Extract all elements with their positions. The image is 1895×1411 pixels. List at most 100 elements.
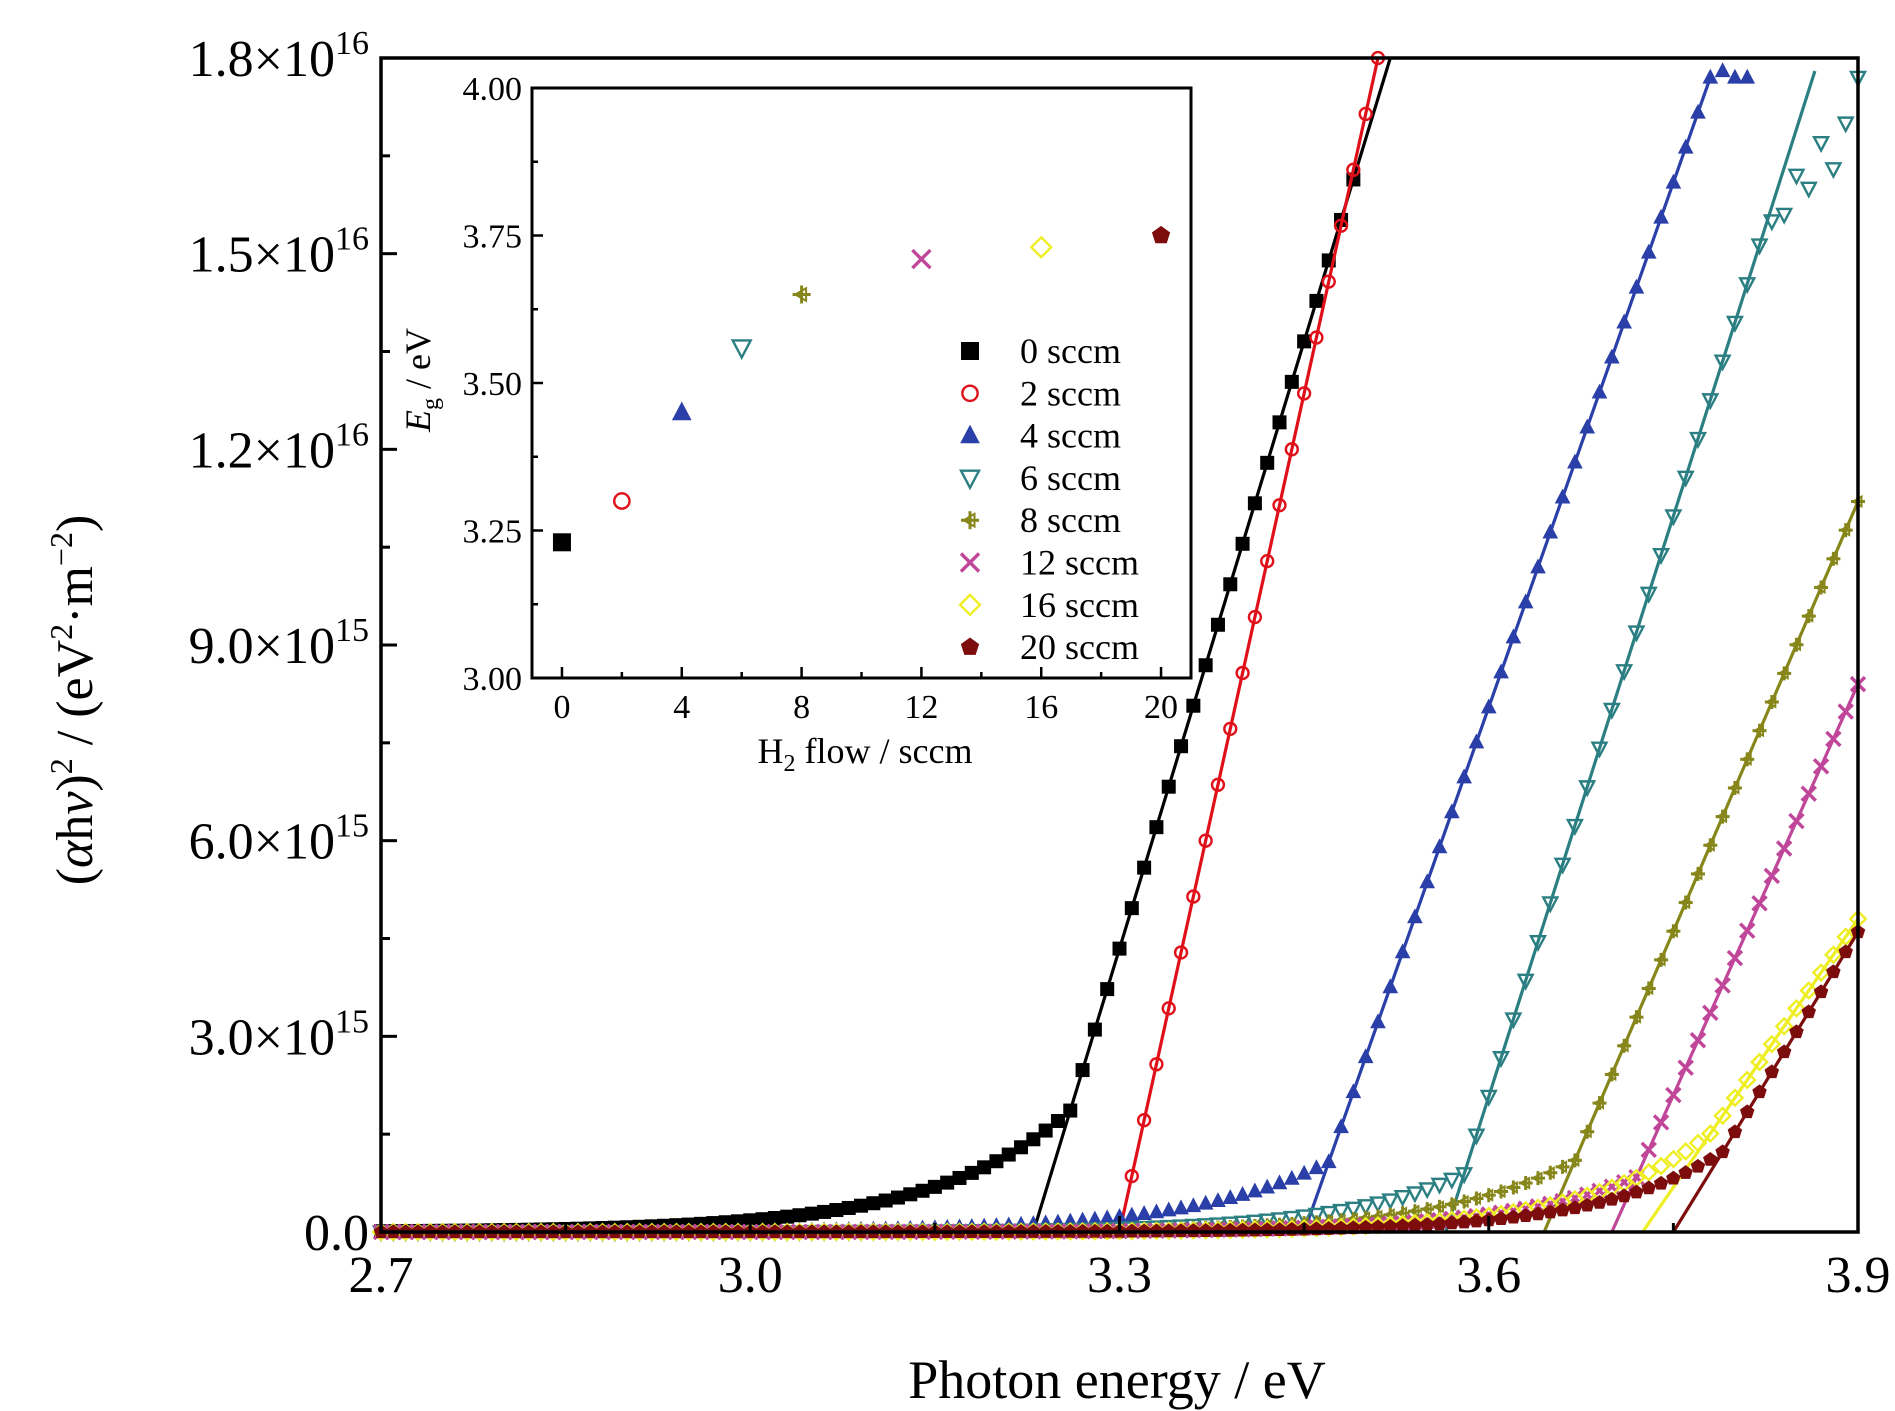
ylabel-open: ( — [47, 868, 104, 885]
inset-x-axis-label: H2 flow / sccm — [758, 731, 973, 777]
data-point — [1663, 1149, 1683, 1169]
legend-marker — [961, 511, 979, 530]
legend-label: 20 sccm — [1020, 627, 1139, 667]
inset-x-tick-label: 8 — [793, 689, 810, 726]
data-point — [1579, 1197, 1595, 1212]
inset-y-tick-label: 4.00 — [463, 71, 523, 108]
data-point — [854, 1198, 869, 1213]
data-point — [755, 1212, 770, 1227]
data-point — [1136, 1205, 1152, 1220]
data-point — [940, 1175, 955, 1190]
inset-y-axis-label: Eg / eV — [398, 328, 444, 433]
data-point — [1123, 1206, 1140, 1222]
data-point — [1444, 1197, 1459, 1212]
data-point — [1234, 1185, 1251, 1201]
data-point — [1160, 1201, 1177, 1217]
data-point — [878, 1193, 893, 1208]
y-tick-label: 1.8×1016 — [189, 25, 369, 88]
data-point — [977, 1160, 992, 1175]
legend-label: 12 sccm — [1020, 543, 1139, 583]
data-point — [1506, 1180, 1521, 1195]
data-point — [1014, 1140, 1029, 1155]
inset-point — [730, 339, 753, 361]
legend-label: 2 sccm — [1020, 373, 1121, 413]
data-point — [1368, 1196, 1387, 1214]
data-point — [1541, 896, 1560, 914]
data-point — [1197, 1194, 1214, 1210]
inset-point — [911, 248, 932, 270]
data-point — [1001, 1147, 1016, 1162]
data-point — [1481, 1188, 1496, 1203]
data-point — [1666, 1170, 1681, 1185]
data-point — [1296, 1164, 1312, 1180]
data-point — [1615, 664, 1634, 682]
ylabel-neg2: −2 — [43, 532, 79, 566]
data-point — [890, 1190, 905, 1205]
data-point — [1639, 586, 1658, 604]
data-point — [1565, 818, 1584, 836]
fit-line — [1117, 57, 1380, 1233]
x-tick-label: 2.7 — [349, 1247, 414, 1304]
data-point — [1442, 1172, 1461, 1190]
data-point — [1430, 1177, 1449, 1195]
data-point — [1528, 934, 1547, 953]
data-point — [1713, 354, 1732, 372]
fit-line — [1302, 77, 1712, 1233]
legend-label: 16 sccm — [1020, 585, 1139, 625]
inset-x-tick-label: 4 — [673, 689, 690, 726]
legend-item: 2 sccm — [961, 373, 1121, 413]
x-tick-label: 3.0 — [718, 1247, 783, 1304]
data-point — [1787, 998, 1806, 1018]
legend-item: 6 sccm — [959, 458, 1121, 498]
legend-marker — [961, 384, 979, 403]
series-20-sccm — [373, 924, 1866, 1239]
inset-y-tick-label: 3.50 — [463, 366, 523, 403]
data-point — [1492, 1051, 1511, 1069]
data-point — [1787, 168, 1806, 186]
data-point — [927, 1179, 942, 1194]
data-point — [1479, 1089, 1498, 1107]
inset-x-tick-label: 20 — [1144, 689, 1178, 726]
data-point — [1775, 207, 1794, 225]
data-point — [1026, 1132, 1041, 1147]
inset-xlabel-pre: H — [758, 731, 784, 771]
data-point — [1737, 1070, 1757, 1090]
fit-line — [1641, 918, 1860, 1233]
y-tick-label: 1.5×1016 — [189, 221, 369, 284]
data-point — [1701, 393, 1720, 411]
data-point — [1381, 1193, 1400, 1211]
y-tick-label: 1.2×1016 — [189, 416, 369, 479]
legend-marker — [960, 637, 980, 655]
data-point — [964, 1165, 979, 1180]
inset-x-tick-label: 16 — [1024, 689, 1058, 726]
data-point — [1455, 1167, 1474, 1185]
data-point — [1774, 1016, 1794, 1036]
data-point — [1038, 1123, 1053, 1138]
data-point — [767, 1210, 782, 1225]
fit-line — [1672, 931, 1860, 1233]
data-point — [1713, 1106, 1733, 1126]
data-point — [1727, 68, 1743, 84]
data-point — [1750, 1052, 1769, 1072]
data-point — [1393, 1189, 1412, 1208]
data-point — [1823, 945, 1843, 965]
inset-x-tick-label: 0 — [553, 689, 570, 726]
data-point — [1627, 625, 1646, 643]
data-point — [1356, 1199, 1375, 1217]
x-tick-label: 3.9 — [1826, 1247, 1891, 1304]
data-point — [1543, 1165, 1558, 1180]
data-point — [1750, 238, 1769, 256]
data-point — [1590, 741, 1609, 759]
inset-background — [532, 88, 1191, 678]
data-point — [866, 1196, 881, 1211]
legend-marker — [958, 593, 982, 617]
data-point — [1148, 1203, 1165, 1219]
inset-y-tick-label: 3.75 — [463, 219, 523, 256]
data-point — [1467, 1128, 1486, 1146]
data-point — [1799, 181, 1818, 199]
fit-line — [1542, 500, 1860, 1233]
data-point — [1811, 963, 1831, 982]
ylabel-h: h — [47, 815, 104, 841]
data-point — [903, 1187, 918, 1202]
